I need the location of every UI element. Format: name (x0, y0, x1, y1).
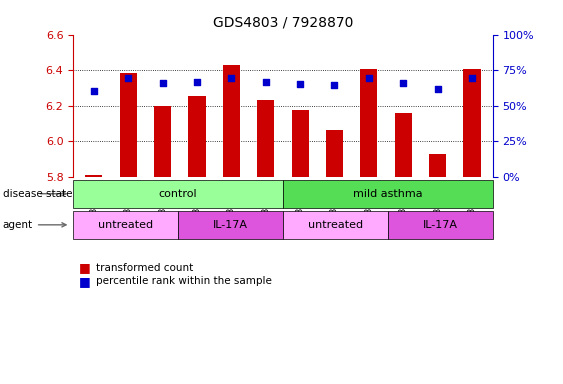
Text: agent: agent (3, 220, 66, 230)
Text: untreated: untreated (98, 220, 153, 230)
Text: IL-17A: IL-17A (423, 220, 458, 230)
Point (193, 79, 202, 85)
Bar (326, 129, 343, 177)
Point (227, 75, 236, 81)
Text: ■: ■ (79, 261, 91, 274)
Point (433, 86, 442, 92)
Bar (429, 154, 446, 177)
Text: untreated: untreated (308, 220, 363, 230)
Bar (85, 175, 102, 177)
Point (399, 79, 408, 86)
Point (467, 75, 476, 81)
Text: GDS4803 / 7928870: GDS4803 / 7928870 (213, 15, 353, 29)
Point (296, 81, 305, 88)
Point (158, 79, 167, 86)
Text: mild asthma: mild asthma (353, 189, 423, 199)
Text: control: control (159, 189, 198, 199)
Bar (223, 65, 240, 177)
Bar (189, 96, 205, 177)
Text: percentile rank within the sample: percentile rank within the sample (96, 276, 271, 286)
Bar (154, 106, 171, 177)
Bar (360, 69, 377, 177)
Bar (463, 69, 481, 177)
Bar (292, 110, 309, 177)
Text: disease state: disease state (3, 189, 72, 199)
Point (90, 88, 99, 94)
Bar (257, 100, 274, 177)
Text: transformed count: transformed count (96, 263, 193, 273)
Text: ■: ■ (79, 275, 91, 288)
Point (261, 79, 270, 85)
Point (124, 75, 133, 81)
Point (330, 82, 339, 88)
Bar (119, 73, 137, 177)
Text: IL-17A: IL-17A (213, 220, 248, 230)
Point (364, 75, 373, 81)
Bar (395, 113, 412, 177)
